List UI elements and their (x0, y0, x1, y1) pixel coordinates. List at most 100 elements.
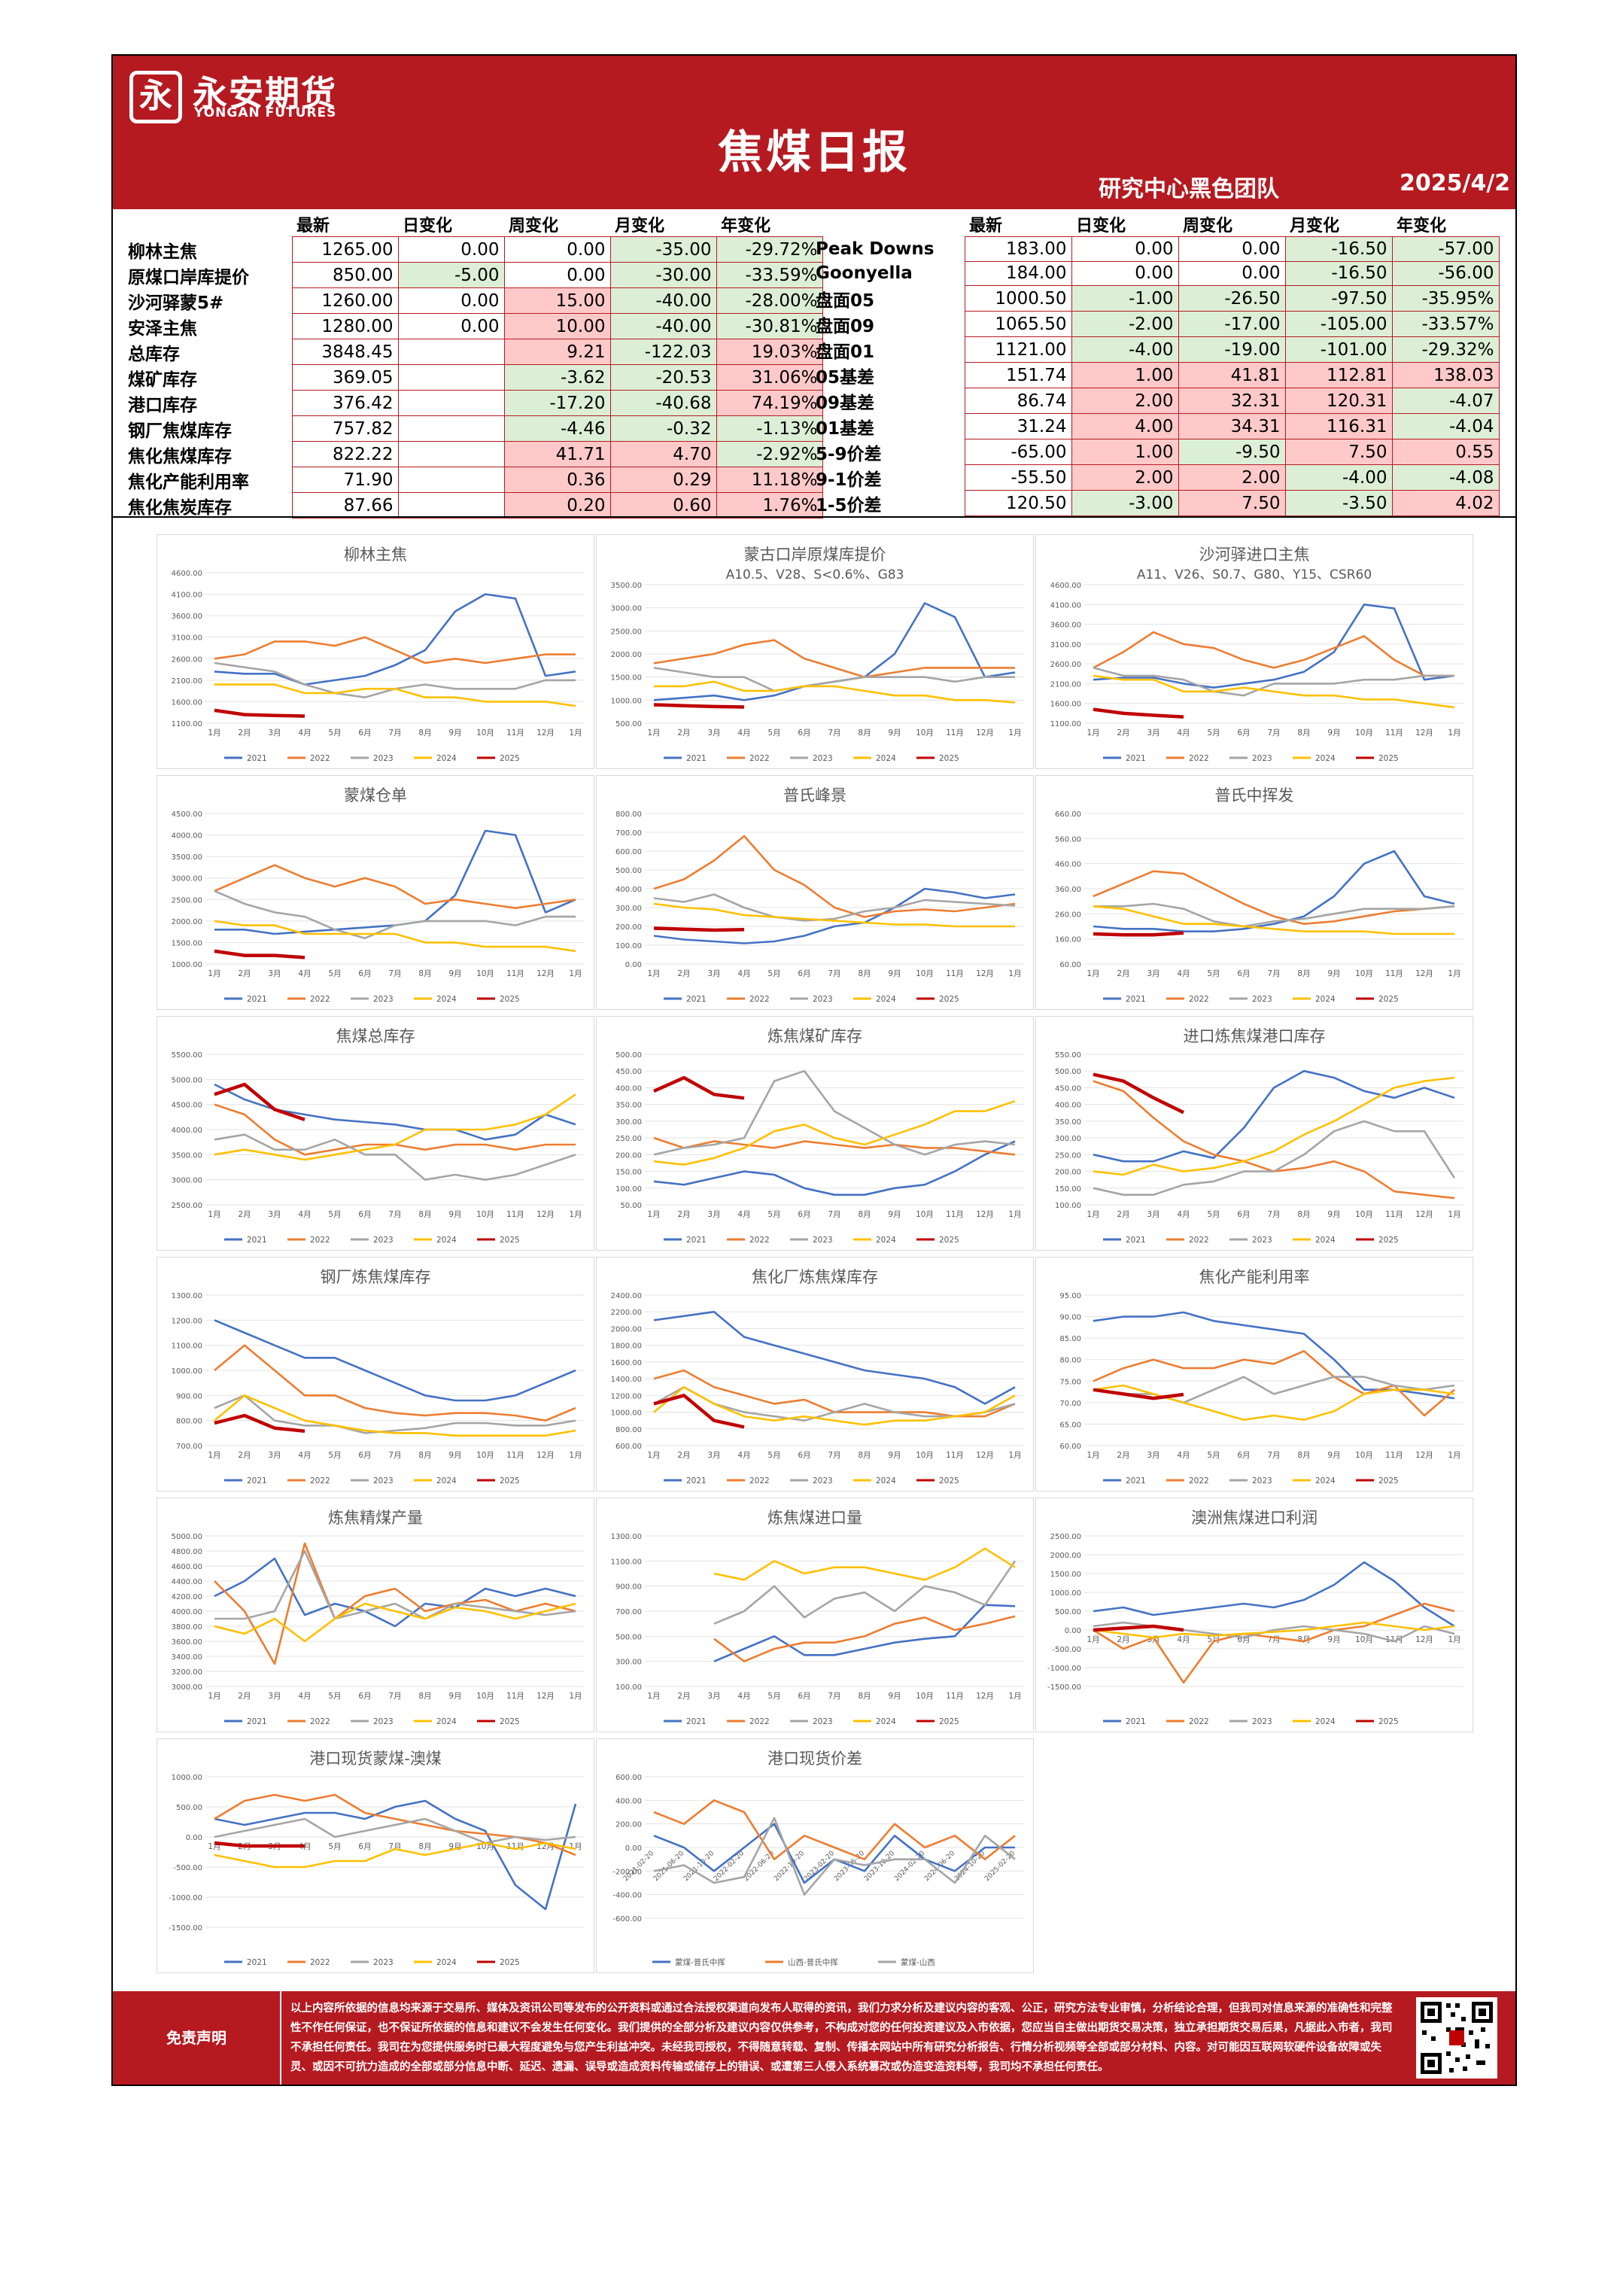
column-header: 月变化 (615, 217, 665, 236)
series-line (653, 1385, 1016, 1426)
series-line (1093, 931, 1184, 937)
table-cell: -28.00% (716, 287, 823, 314)
x-tick-label: 6月 (798, 1692, 810, 1701)
y-tick-label: 5000.00 (172, 1533, 202, 1541)
x-tick-label: 9月 (888, 1210, 901, 1219)
y-tick-label: 150.00 (615, 1169, 642, 1177)
chart-svg: 2400.00 2200.00 2000.00 1800.00 1600.00 1400.… (611, 1292, 1024, 1486)
disclaimer-footer: 免责声明 以上内容所依据的信息均来源于交易所、媒体及资讯公司等发布的公开资料或通… (113, 1991, 1515, 2085)
table-cell: -3.50 (1284, 490, 1393, 516)
x-tick-label: 7月 (828, 728, 840, 737)
row-label: 煤矿库存 (128, 369, 197, 390)
y-tick-label: 100.00 (1055, 1202, 1081, 1210)
series-line (653, 1136, 1016, 1156)
row-label: 柳林主焦 (128, 242, 197, 262)
chart-svg: 4500.00 4000.00 3500.00 3000.00 2500.00 2000.… (172, 810, 585, 1004)
legend-label: 2024 (876, 995, 896, 1004)
y-tick-label: 90.00 (1059, 1314, 1081, 1322)
series-line (713, 1615, 1016, 1662)
x-tick-label: 4月 (298, 969, 311, 978)
table-cell: -17.00 (1178, 311, 1286, 337)
x-tick-label: 11月 (506, 1210, 524, 1219)
legend-label: 2025 (1378, 1717, 1399, 1726)
legend-label: 2021 (247, 1958, 267, 1967)
y-tick-label: 3000.00 (172, 1177, 202, 1185)
x-tick-label: 12月 (536, 1451, 555, 1460)
logo-mark: 永 (129, 71, 182, 123)
x-tick-label: 4月 (298, 1210, 311, 1219)
x-tick-label: 8月 (858, 969, 871, 978)
table-cell: 10.00 (503, 313, 611, 339)
series-line (214, 636, 576, 664)
x-tick-label: 4月 (298, 728, 311, 737)
y-tick-label: 400.00 (615, 886, 642, 894)
y-tick-label: 400.00 (1055, 1102, 1081, 1110)
table-cell: -33.57% (1391, 311, 1500, 337)
y-tick-label: 400.00 (615, 1797, 642, 1805)
table-cell (397, 467, 505, 493)
table-row: 煤矿库存 369.05 -3.62 -20.53 31.06% (120, 364, 823, 391)
legend-label: 2022 (1189, 1236, 1209, 1245)
y-tick-label: 4200.00 (172, 1593, 202, 1601)
table-row: 沙河驿蒙5# 1260.00 0.00 15.00 -40.00 -28.00% (120, 287, 823, 314)
x-tick-label: 4月 (737, 728, 750, 737)
row-label: 9-1价差 (816, 470, 882, 490)
series-line (1093, 1621, 1455, 1639)
column-header: 周变化 (509, 217, 559, 236)
series-line (214, 1841, 305, 1848)
y-tick-label: 2400.00 (611, 1292, 642, 1300)
legend-label: 2024 (436, 1717, 457, 1726)
x-tick-label: 11月 (506, 969, 524, 978)
legend-label: 2022 (310, 1717, 330, 1726)
series-line (214, 920, 576, 953)
x-tick-label: 5月 (328, 1842, 341, 1851)
y-tick-label: 3600.00 (1050, 622, 1081, 630)
chart-subtitle: A10.5、V28、S<0.6%、G83 (725, 567, 904, 582)
table-cell: 2.00 (1178, 464, 1286, 491)
table-cell: 11.18% (716, 467, 823, 493)
table-row: 09基差 86.74 2.00 32.31 120.31 -4.07 (814, 388, 1500, 414)
legend-label: 2024 (1315, 1476, 1336, 1486)
x-tick-label: 1月 (647, 969, 660, 978)
chart-title: 柳林主焦 (344, 546, 407, 564)
legend-label: 蒙煤-普氏中挥 (675, 1957, 725, 1967)
x-tick-label: 5月 (767, 969, 780, 978)
table-cell: 87.66 (291, 492, 399, 519)
y-tick-label: 80.00 (1059, 1357, 1081, 1365)
y-tick-label: 450.00 (615, 1068, 642, 1076)
x-tick-label: 2月 (677, 1692, 690, 1701)
x-tick-label: 6月 (798, 969, 810, 978)
table-cell: 71.90 (291, 467, 399, 493)
series-line (214, 1817, 576, 1844)
chart-svg: 5500.00 5000.00 4500.00 4000.00 3500.00 3000.… (172, 1051, 585, 1245)
x-tick-label: 1月 (569, 1451, 582, 1460)
x-tick-label: 9月 (1327, 969, 1340, 978)
table-cell: 0.36 (503, 467, 611, 493)
table-cell: 183.00 (964, 236, 1072, 262)
legend-label: 2025 (1378, 995, 1399, 1004)
table-cell: -40.00 (609, 287, 717, 314)
x-tick-label: 11月 (946, 1210, 964, 1219)
price-inventory-table: 最新 日变化 周变化 月变化 年变化 柳林主焦 1265.00 0.00 0.00 -35.00-… (120, 212, 823, 519)
table-cell: -57.00 (1391, 236, 1500, 262)
x-tick-label: 6月 (1237, 1451, 1250, 1460)
x-tick-label: 2024-06-20 (923, 1850, 956, 1883)
x-tick-label: 6月 (798, 728, 810, 737)
table-cell: -3.62 (503, 364, 611, 391)
chart-panel: 5500.00 5000.00 4500.00 4000.00 3500.00 3000.… (157, 1016, 594, 1251)
legend-label: 2021 (686, 1717, 707, 1726)
disclaimer-text: 以上内容所依据的信息均来源于交易所、媒体及资讯公司等发布的公开资料或通过合法授权… (290, 2003, 1393, 2073)
series-line (214, 1319, 576, 1402)
x-tick-label: 11月 (946, 969, 964, 978)
x-tick-label: 3月 (707, 1451, 720, 1460)
legend-label: 2023 (1252, 1717, 1272, 1726)
series-line (214, 1602, 576, 1643)
legend-label: 2024 (436, 1958, 457, 1967)
series-line (1093, 870, 1455, 925)
legend-label: 2023 (373, 1476, 394, 1486)
chart-title: 港口现货蒙煤-澳煤 (309, 1750, 442, 1768)
series-line (1093, 1388, 1184, 1400)
series-line (214, 1344, 576, 1422)
table-cell: -0.32 (609, 415, 717, 442)
x-tick-label: 7月 (828, 969, 840, 978)
